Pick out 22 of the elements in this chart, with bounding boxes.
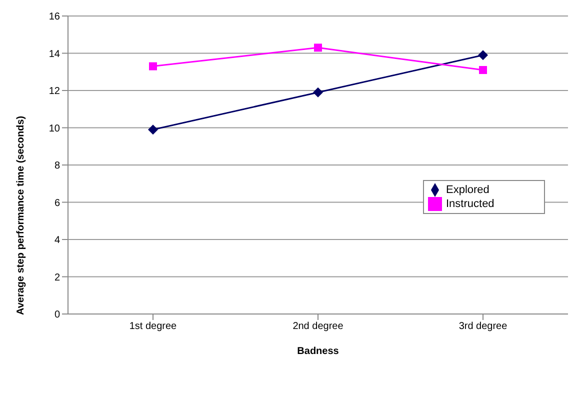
point	[148, 124, 158, 135]
legend-label: Instructed	[446, 198, 494, 210]
x-axis-title: Badness	[297, 346, 340, 357]
y-tick-label: 6	[54, 198, 60, 209]
x-tick-label: 3rd degree	[458, 321, 508, 332]
point	[313, 87, 323, 98]
y-tick-label: 2	[54, 272, 60, 284]
y-tick-label: 12	[48, 86, 60, 98]
y-tick-label: 4	[54, 235, 60, 246]
legend-label: Explored	[446, 184, 490, 196]
x-tick-label: 2nd degree	[292, 321, 344, 332]
y-tick-label: 16	[48, 12, 60, 23]
point	[479, 66, 487, 74]
y-tick-label: 10	[48, 123, 60, 134]
y-tick-label: 8	[54, 160, 60, 172]
y-axis-title: Average step performance time (seconds)	[16, 116, 27, 315]
y-tick-label: 0	[54, 310, 60, 321]
point	[478, 50, 488, 60]
x-tick-label: 1st degree	[129, 321, 178, 332]
point	[149, 62, 157, 70]
point	[314, 44, 322, 52]
y-tick-label: 14	[48, 48, 60, 60]
